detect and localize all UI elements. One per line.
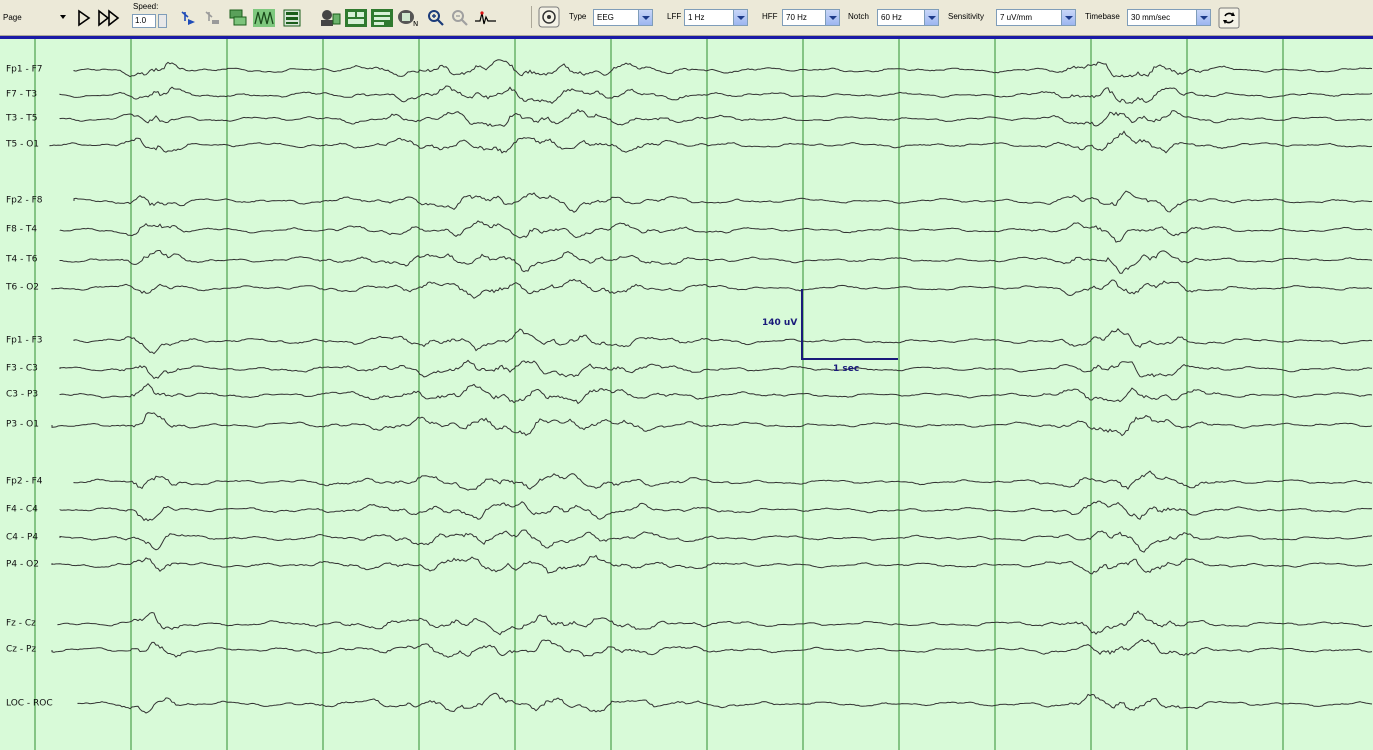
sensitivity-label: Sensitivity	[948, 12, 985, 21]
channel-label: F4 - C4	[6, 504, 38, 515]
patient-icon[interactable]	[318, 8, 342, 28]
eeg-trace	[73, 190, 1373, 213]
calibration-marker	[801, 289, 898, 360]
speed-label: Speed:	[133, 2, 159, 11]
channel-label: F7 - T3	[6, 89, 38, 100]
chevron-down-icon[interactable]	[1196, 10, 1210, 25]
channel-label: C4 - P4	[6, 532, 39, 543]
montage-icon[interactable]	[228, 8, 248, 28]
eeg-trace	[59, 85, 1373, 104]
report-icon[interactable]	[344, 8, 368, 28]
lff-label: LFF	[667, 12, 682, 21]
timebase-dropdown[interactable]: 30 mm/sec	[1127, 9, 1211, 26]
page-label: Page	[3, 13, 22, 22]
channel-label: Fp1 - F3	[6, 335, 43, 346]
marker-clear-icon[interactable]	[202, 8, 222, 28]
type-label: Type	[569, 12, 587, 21]
eeg-display[interactable]: Fp1 - F7 F7 - T3 T3 - T5 T5 - O1 Fp2 - F8 F8 …	[0, 39, 1373, 750]
channel-label: Fp1 - F7	[6, 64, 43, 75]
eeg-trace	[51, 412, 1373, 437]
calibration-duration-label: 1 sec	[833, 364, 860, 374]
channel-label: LOC - ROC	[6, 698, 53, 709]
type-value: EEG	[597, 13, 614, 22]
waveform-icon[interactable]	[252, 8, 276, 28]
eeg-trace	[59, 108, 1373, 127]
channel-label: Fp2 - F4	[6, 476, 43, 487]
sensitivity-value: 7 uV/mm	[1000, 13, 1033, 22]
eeg-trace	[59, 382, 1373, 405]
channel-label: Cz - Pz	[6, 644, 37, 655]
eeg-trace	[51, 278, 1373, 299]
eeg-trace	[59, 250, 1373, 274]
timebase-value: 30 mm/sec	[1131, 13, 1171, 22]
type-dropdown[interactable]: EEG	[593, 9, 653, 26]
notch-dropdown[interactable]: 60 Hz	[877, 9, 939, 26]
zoom-out-icon[interactable]	[450, 8, 470, 28]
hff-label: HFF	[762, 12, 778, 21]
calibration-amplitude-label: 140 uV	[762, 318, 798, 328]
zoom-in-icon[interactable]	[426, 8, 446, 28]
marker-select-icon[interactable]	[178, 8, 198, 28]
chevron-down-icon[interactable]	[638, 10, 652, 25]
svg-text:N: N	[413, 20, 418, 28]
eeg-trace	[77, 692, 1373, 714]
channel-label: T6 - O2	[6, 282, 40, 293]
hff-value: 70 Hz	[786, 13, 807, 22]
eeg-trace	[51, 638, 1373, 658]
channel-label: F8 - T4	[6, 224, 38, 235]
eeg-trace	[73, 470, 1373, 491]
note-icon[interactable]: N	[396, 8, 420, 28]
page-dropdown-icon[interactable]	[60, 15, 66, 19]
eeg-traces	[34, 39, 1373, 750]
speed-stepper[interactable]	[158, 14, 167, 28]
chevron-down-icon[interactable]	[1061, 10, 1075, 25]
channel-label: T5 - O1	[6, 139, 40, 150]
page-rule	[0, 36, 1373, 39]
notch-label: Notch	[848, 12, 869, 21]
eeg-trace	[59, 220, 1373, 243]
notch-value: 60 Hz	[881, 13, 902, 22]
eeg-trace	[49, 130, 1373, 154]
spike-icon[interactable]	[474, 8, 498, 28]
channel-label: Fp2 - F8	[6, 195, 43, 206]
channel-label: Fz - Cz	[6, 618, 36, 629]
play-icon[interactable]	[74, 8, 94, 28]
chevron-down-icon[interactable]	[733, 10, 747, 25]
eeg-trace	[73, 59, 1373, 78]
eeg-trace	[59, 500, 1373, 522]
channel-label: C3 - P3	[6, 389, 39, 400]
sensitivity-dropdown[interactable]: 7 uV/mm	[996, 9, 1076, 26]
chevron-down-icon[interactable]	[924, 10, 938, 25]
lff-dropdown[interactable]: 1 Hz	[684, 9, 748, 26]
toolbar: Page Speed: 1.0	[0, 0, 1373, 36]
chevron-down-icon[interactable]	[825, 10, 839, 25]
channel-label: P3 - O1	[6, 419, 39, 430]
refresh-icon[interactable]	[1218, 7, 1240, 29]
channel-label: P4 - O2	[6, 559, 39, 570]
toolbar-separator	[531, 6, 532, 28]
timebase-label: Timebase	[1085, 12, 1120, 21]
video-icon[interactable]	[538, 6, 560, 28]
channel-label: T3 - T5	[6, 113, 38, 124]
eeg-trace	[73, 328, 1373, 355]
eeg-trace	[59, 359, 1373, 380]
fast-forward-icon[interactable]	[96, 8, 122, 28]
eeg-trace	[51, 554, 1373, 575]
channel-label: F3 - C3	[6, 363, 38, 374]
speed-input[interactable]: 1.0	[132, 14, 156, 28]
hff-dropdown[interactable]: 70 Hz	[782, 9, 840, 26]
eeg-trace	[57, 610, 1373, 636]
speed-value: 1.0	[135, 16, 147, 25]
grid-icon[interactable]	[282, 8, 302, 28]
eeg-trace	[59, 529, 1373, 553]
review-icon[interactable]	[370, 8, 394, 28]
lff-value: 1 Hz	[688, 13, 705, 22]
channel-label: T4 - T6	[6, 254, 38, 265]
